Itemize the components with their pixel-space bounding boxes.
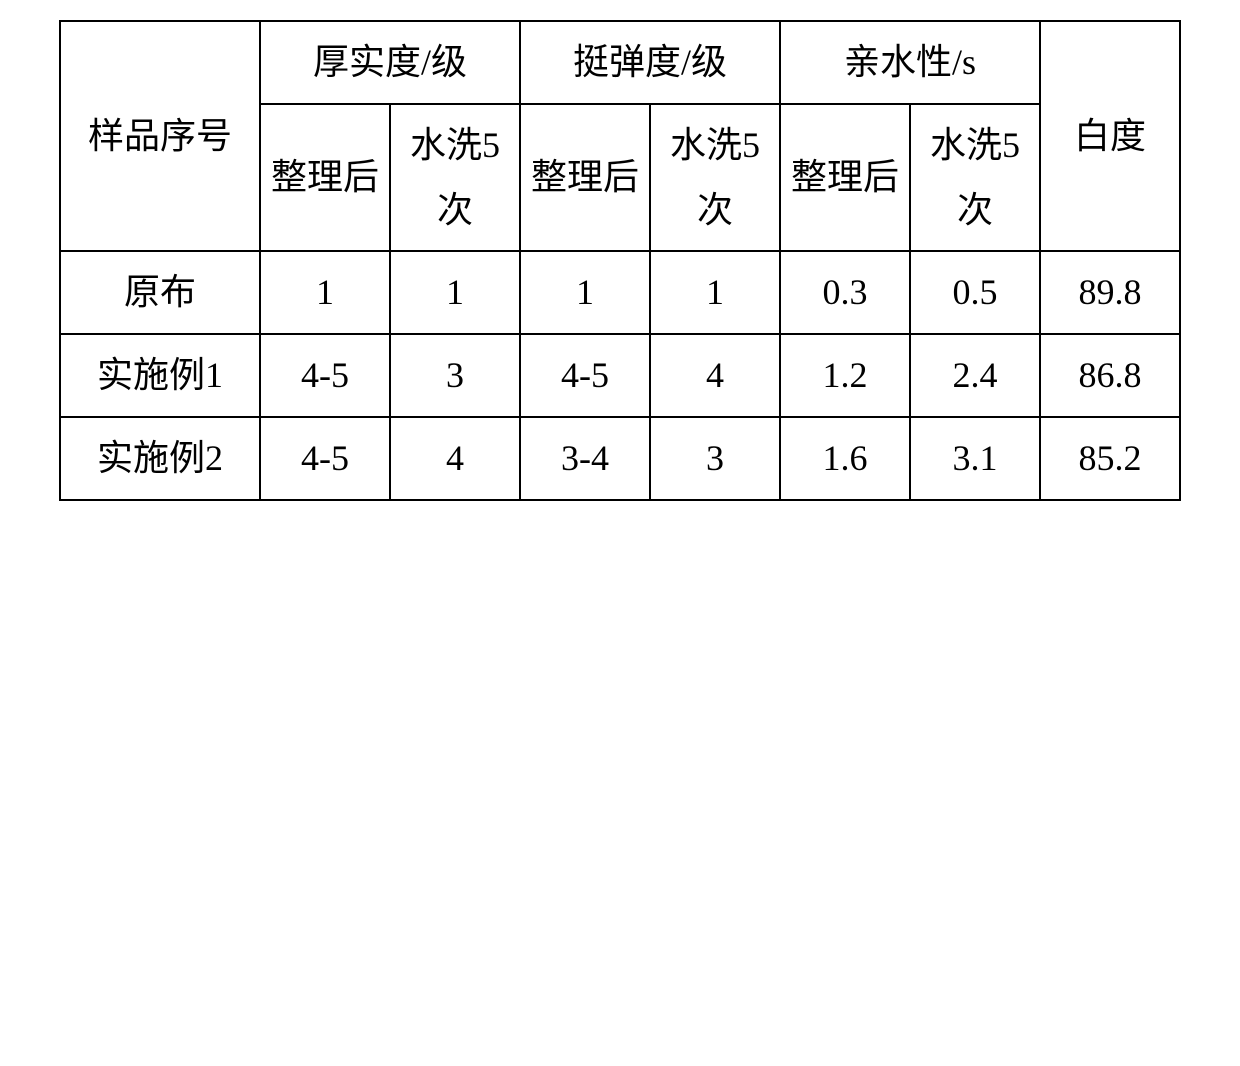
header-stiff-wash: 水洗5次 [650, 104, 780, 252]
cell-hydro-wash: 2.4 [910, 334, 1040, 417]
cell-whiteness: 89.8 [1040, 251, 1180, 334]
cell-whiteness: 85.2 [1040, 417, 1180, 500]
cell-thick-after: 1 [260, 251, 390, 334]
cell-stiff-wash: 1 [650, 251, 780, 334]
cell-stiff-after: 1 [520, 251, 650, 334]
cell-stiff-after: 4-5 [520, 334, 650, 417]
header-hydro-after: 整理后 [780, 104, 910, 252]
cell-hydro-after: 1.2 [780, 334, 910, 417]
data-table: 样品序号 厚实度/级 挺弹度/级 亲水性/s 白度 整理后 水洗5次 整理后 水… [59, 20, 1181, 501]
cell-stiff-wash: 3 [650, 417, 780, 500]
cell-whiteness: 86.8 [1040, 334, 1180, 417]
cell-hydro-after: 1.6 [780, 417, 910, 500]
header-row-1: 样品序号 厚实度/级 挺弹度/级 亲水性/s 白度 [60, 21, 1180, 104]
cell-thick-after: 4-5 [260, 417, 390, 500]
cell-thick-wash: 4 [390, 417, 520, 500]
table-row: 原布 1 1 1 1 0.3 0.5 89.8 [60, 251, 1180, 334]
cell-hydro-after: 0.3 [780, 251, 910, 334]
cell-sample: 实施例2 [60, 417, 260, 500]
table-row: 实施例2 4-5 4 3-4 3 1.6 3.1 85.2 [60, 417, 1180, 500]
cell-hydro-wash: 3.1 [910, 417, 1040, 500]
header-thickness: 厚实度/级 [260, 21, 520, 104]
cell-thick-after: 4-5 [260, 334, 390, 417]
cell-hydro-wash: 0.5 [910, 251, 1040, 334]
header-stiff-after: 整理后 [520, 104, 650, 252]
header-thick-after: 整理后 [260, 104, 390, 252]
header-stiffness: 挺弹度/级 [520, 21, 780, 104]
cell-thick-wash: 3 [390, 334, 520, 417]
header-hydrophilicity: 亲水性/s [780, 21, 1040, 104]
header-sample-no: 样品序号 [60, 21, 260, 251]
cell-sample: 原布 [60, 251, 260, 334]
cell-thick-wash: 1 [390, 251, 520, 334]
cell-stiff-after: 3-4 [520, 417, 650, 500]
header-thick-wash: 水洗5次 [390, 104, 520, 252]
header-whiteness: 白度 [1040, 21, 1180, 251]
cell-stiff-wash: 4 [650, 334, 780, 417]
cell-sample: 实施例1 [60, 334, 260, 417]
table-row: 实施例1 4-5 3 4-5 4 1.2 2.4 86.8 [60, 334, 1180, 417]
header-hydro-wash: 水洗5次 [910, 104, 1040, 252]
